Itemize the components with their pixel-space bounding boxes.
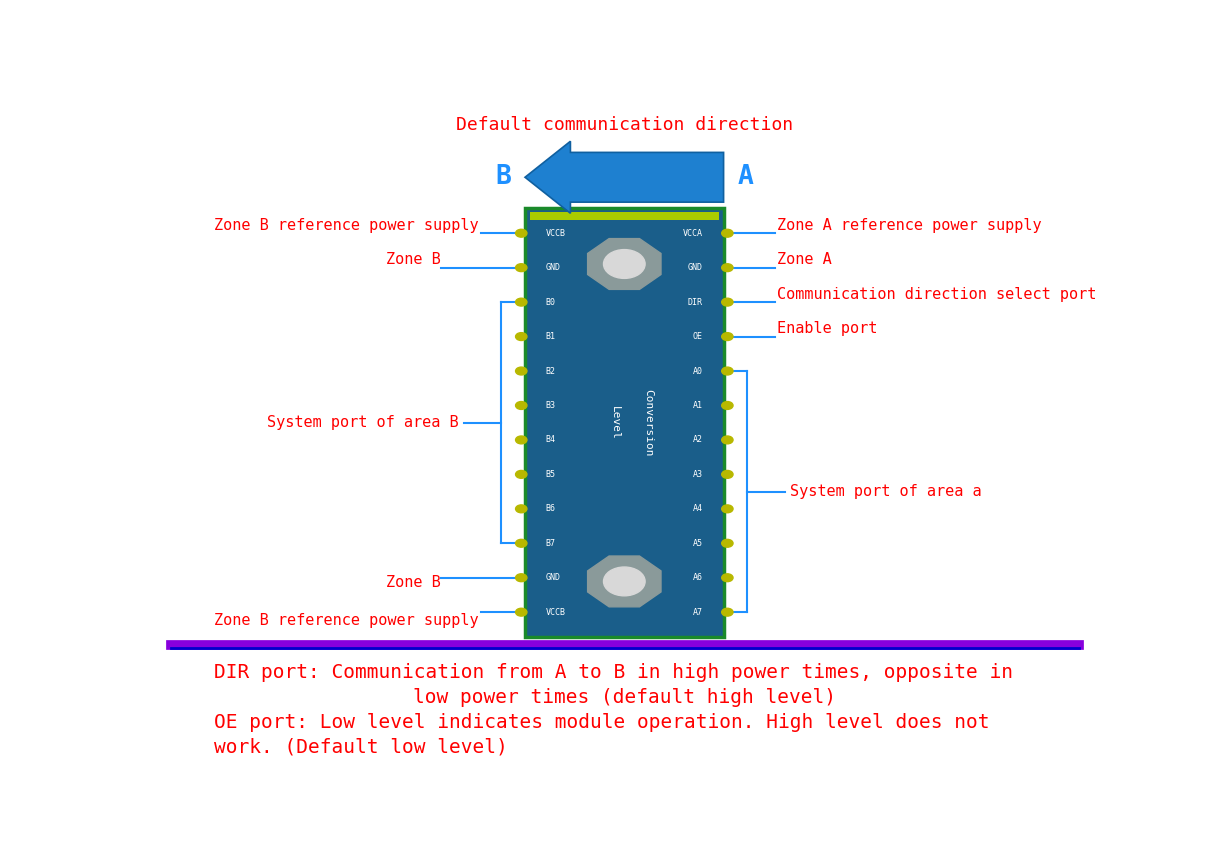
Text: GND: GND — [688, 264, 703, 272]
Circle shape — [516, 264, 527, 272]
Circle shape — [722, 609, 733, 616]
Text: low power times (default high level): low power times (default high level) — [412, 688, 836, 706]
Text: A4: A4 — [693, 504, 703, 513]
Circle shape — [604, 250, 645, 279]
Text: OE port: Low level indicates module operation. High level does not: OE port: Low level indicates module oper… — [214, 712, 989, 732]
Circle shape — [516, 401, 527, 410]
Circle shape — [722, 298, 733, 306]
Text: GND: GND — [545, 573, 561, 582]
Circle shape — [722, 367, 733, 375]
Text: Communication direction select port: Communication direction select port — [776, 286, 1096, 302]
Text: GND: GND — [545, 264, 561, 272]
Text: Zone A: Zone A — [776, 252, 831, 267]
Text: B7: B7 — [545, 539, 556, 547]
Text: B2: B2 — [545, 366, 556, 376]
Text: A2: A2 — [693, 435, 703, 445]
Circle shape — [722, 574, 733, 581]
Text: A0: A0 — [693, 366, 703, 376]
Circle shape — [604, 567, 645, 596]
Circle shape — [722, 505, 733, 513]
Text: B: B — [495, 164, 511, 190]
Bar — [529, 212, 719, 220]
Circle shape — [722, 470, 733, 479]
Circle shape — [516, 367, 527, 375]
Circle shape — [516, 540, 527, 547]
Text: System port of area a: System port of area a — [789, 484, 981, 499]
Circle shape — [722, 332, 733, 341]
Circle shape — [516, 574, 527, 581]
Text: System port of area B: System port of area B — [267, 415, 459, 430]
Polygon shape — [588, 556, 661, 607]
Text: Enable port: Enable port — [776, 321, 877, 337]
Text: DIR port: Communication from A to B in high power times, opposite in: DIR port: Communication from A to B in h… — [214, 663, 1013, 682]
Circle shape — [722, 230, 733, 237]
Text: Zone B reference power supply: Zone B reference power supply — [214, 613, 478, 627]
Text: Level: Level — [610, 405, 620, 439]
Text: A3: A3 — [693, 470, 703, 479]
Text: VCCB: VCCB — [545, 229, 566, 238]
Circle shape — [722, 540, 733, 547]
Text: Conversion: Conversion — [643, 389, 653, 456]
Text: A: A — [738, 164, 754, 190]
Text: B3: B3 — [545, 401, 556, 410]
Circle shape — [516, 230, 527, 237]
Circle shape — [516, 470, 527, 479]
Text: B5: B5 — [545, 470, 556, 479]
Text: Default communication direction: Default communication direction — [456, 116, 793, 134]
Text: B0: B0 — [545, 298, 556, 307]
Text: A1: A1 — [693, 401, 703, 410]
Text: work. (Default low level): work. (Default low level) — [214, 738, 508, 756]
Polygon shape — [588, 239, 661, 289]
Text: VCCA: VCCA — [683, 229, 703, 238]
Text: Zone B: Zone B — [386, 252, 440, 267]
Polygon shape — [525, 141, 723, 213]
Text: B4: B4 — [545, 435, 556, 445]
Text: A6: A6 — [693, 573, 703, 582]
Text: Zone A reference power supply: Zone A reference power supply — [776, 218, 1041, 233]
Circle shape — [722, 264, 733, 272]
Text: VCCB: VCCB — [545, 608, 566, 617]
Circle shape — [516, 609, 527, 616]
Text: Zone B reference power supply: Zone B reference power supply — [214, 218, 478, 233]
Text: A7: A7 — [693, 608, 703, 617]
Circle shape — [722, 401, 733, 410]
Text: Zone B: Zone B — [386, 575, 440, 591]
Circle shape — [516, 332, 527, 341]
Text: DIR: DIR — [688, 298, 703, 307]
Bar — [525, 208, 723, 637]
Circle shape — [516, 298, 527, 306]
Text: B1: B1 — [545, 332, 556, 341]
Circle shape — [516, 436, 527, 444]
Text: B6: B6 — [545, 504, 556, 513]
Circle shape — [516, 505, 527, 513]
Text: OE: OE — [693, 332, 703, 341]
Circle shape — [722, 436, 733, 444]
Text: A5: A5 — [693, 539, 703, 547]
